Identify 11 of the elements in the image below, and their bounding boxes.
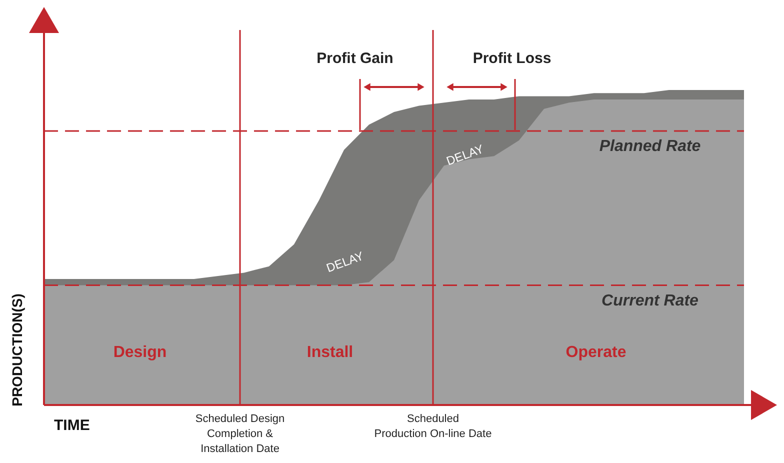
ref-line-label: Planned Rate xyxy=(599,138,701,155)
annotation: Operate xyxy=(566,344,626,361)
annotation: Install xyxy=(306,344,354,361)
y-axis-title: PRODUCTION(S) xyxy=(9,294,25,406)
annotation: Design xyxy=(113,344,167,361)
text: Profit Gain xyxy=(316,50,394,67)
x-axis-title: TIME xyxy=(54,417,90,434)
text: Profit Loss xyxy=(472,50,552,67)
ref-line-label: Current Rate xyxy=(602,292,699,310)
text: Scheduled Production On-line Date xyxy=(374,413,492,440)
text: Scheduled Design Completion & Installation Date xyxy=(195,413,285,455)
